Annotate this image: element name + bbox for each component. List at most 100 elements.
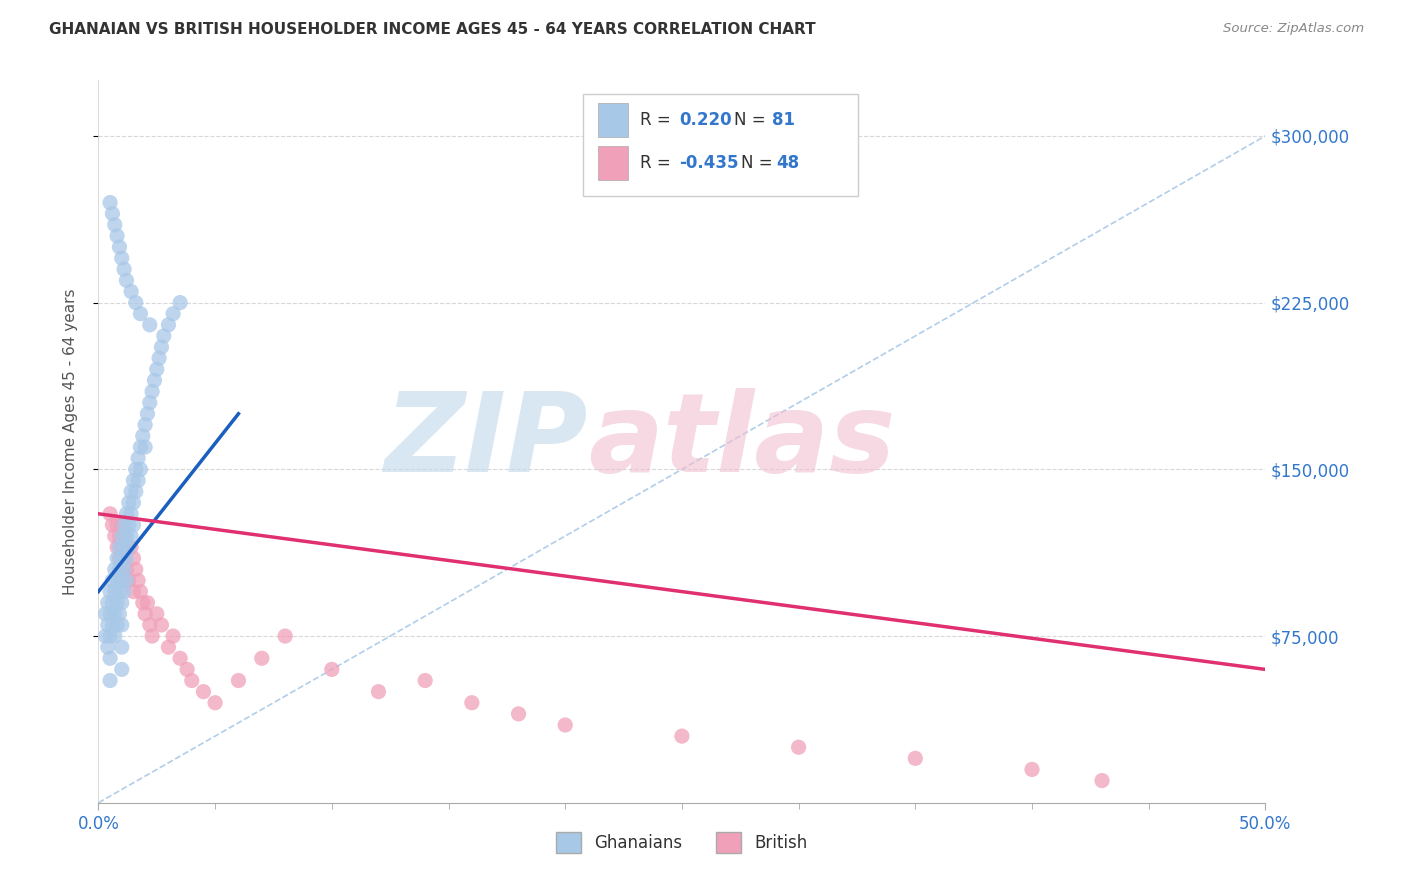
Point bbox=[101, 596, 124, 610]
Point bbox=[127, 451, 149, 466]
Point bbox=[98, 607, 121, 621]
Point bbox=[111, 574, 134, 588]
Point bbox=[111, 662, 134, 676]
Point bbox=[111, 640, 134, 655]
Point bbox=[127, 574, 149, 588]
Point bbox=[122, 584, 145, 599]
Point bbox=[125, 462, 148, 476]
Point bbox=[120, 484, 142, 499]
Point bbox=[98, 584, 121, 599]
Point bbox=[94, 607, 117, 621]
Point bbox=[112, 551, 135, 566]
Point bbox=[127, 474, 149, 488]
Point bbox=[134, 440, 156, 454]
Point bbox=[134, 417, 156, 432]
Text: 0.220: 0.220 bbox=[679, 112, 731, 129]
Point bbox=[115, 574, 138, 588]
Point bbox=[112, 584, 135, 599]
Point bbox=[122, 474, 145, 488]
Point bbox=[125, 562, 148, 576]
Point bbox=[98, 629, 121, 643]
Point bbox=[112, 540, 135, 554]
Point bbox=[101, 574, 124, 588]
Point bbox=[105, 551, 128, 566]
Point bbox=[150, 618, 173, 632]
Point bbox=[101, 618, 124, 632]
Point bbox=[104, 607, 127, 621]
Point bbox=[97, 596, 120, 610]
Point bbox=[115, 551, 138, 566]
Text: R =: R = bbox=[640, 154, 671, 172]
Point bbox=[162, 307, 184, 321]
Point bbox=[111, 251, 134, 265]
Point bbox=[321, 662, 343, 676]
Point bbox=[98, 673, 121, 688]
Point bbox=[141, 629, 163, 643]
Point bbox=[115, 562, 138, 576]
Point bbox=[787, 740, 810, 755]
Point bbox=[139, 618, 162, 632]
Point bbox=[139, 318, 162, 332]
Point bbox=[97, 618, 120, 632]
Point bbox=[120, 507, 142, 521]
Text: ZIP: ZIP bbox=[385, 388, 589, 495]
Point bbox=[250, 651, 273, 665]
Point bbox=[125, 295, 148, 310]
Point bbox=[148, 351, 170, 366]
Point bbox=[904, 751, 927, 765]
Point bbox=[98, 195, 121, 210]
Point bbox=[122, 496, 145, 510]
Point bbox=[94, 629, 117, 643]
Point bbox=[367, 684, 389, 698]
Point bbox=[141, 384, 163, 399]
Point bbox=[1021, 763, 1043, 777]
Point bbox=[108, 540, 131, 554]
Point bbox=[129, 462, 152, 476]
Point bbox=[193, 684, 215, 698]
Point bbox=[101, 517, 124, 532]
Point bbox=[554, 718, 576, 732]
Point bbox=[274, 629, 297, 643]
Point bbox=[176, 662, 198, 676]
Point bbox=[146, 607, 169, 621]
Text: Source: ZipAtlas.com: Source: ZipAtlas.com bbox=[1223, 22, 1364, 36]
Point bbox=[129, 440, 152, 454]
Point bbox=[204, 696, 226, 710]
Point bbox=[108, 584, 131, 599]
Point bbox=[111, 618, 134, 632]
Point bbox=[108, 240, 131, 254]
Point bbox=[104, 629, 127, 643]
Point bbox=[129, 584, 152, 599]
Point bbox=[111, 596, 134, 610]
Point bbox=[105, 228, 128, 243]
Point bbox=[105, 618, 128, 632]
Point bbox=[112, 529, 135, 543]
Point bbox=[111, 551, 134, 566]
Point bbox=[132, 596, 155, 610]
Point bbox=[180, 673, 202, 688]
Point bbox=[157, 318, 180, 332]
Point bbox=[115, 273, 138, 287]
Point bbox=[169, 295, 191, 310]
Point bbox=[104, 218, 127, 232]
Point bbox=[108, 529, 131, 543]
Point bbox=[152, 329, 174, 343]
Point bbox=[111, 517, 134, 532]
Point bbox=[98, 651, 121, 665]
Point bbox=[139, 395, 162, 409]
Point bbox=[104, 529, 127, 543]
Point bbox=[101, 207, 124, 221]
Point bbox=[118, 574, 141, 588]
Point bbox=[228, 673, 250, 688]
Point bbox=[162, 629, 184, 643]
Point bbox=[136, 596, 159, 610]
Point bbox=[120, 540, 142, 554]
Text: atlas: atlas bbox=[589, 388, 896, 495]
Text: N =: N = bbox=[741, 154, 772, 172]
Point bbox=[118, 517, 141, 532]
Text: N =: N = bbox=[734, 112, 765, 129]
Text: 81: 81 bbox=[772, 112, 794, 129]
Point bbox=[134, 607, 156, 621]
Text: GHANAIAN VS BRITISH HOUSEHOLDER INCOME AGES 45 - 64 YEARS CORRELATION CHART: GHANAIAN VS BRITISH HOUSEHOLDER INCOME A… bbox=[49, 22, 815, 37]
Point bbox=[108, 551, 131, 566]
